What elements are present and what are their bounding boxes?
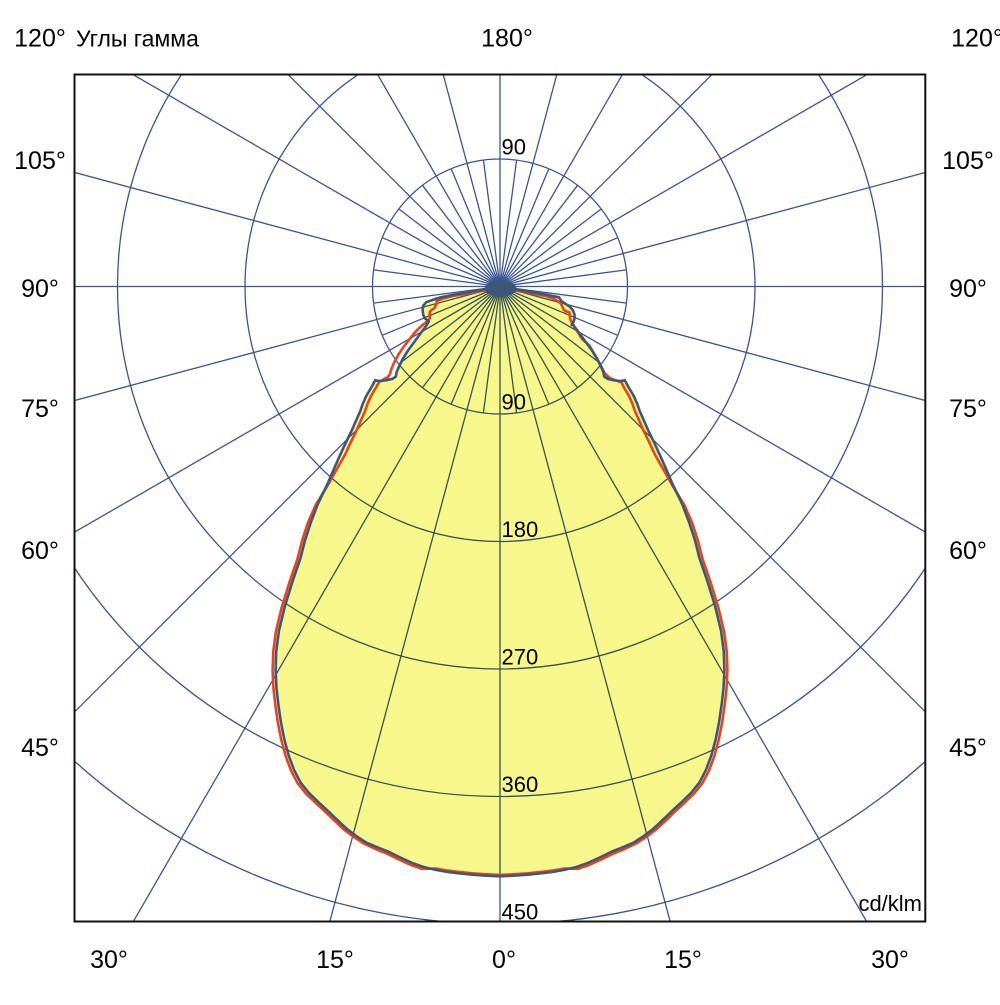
svg-text:15°: 15° <box>664 946 702 974</box>
svg-text:75°: 75° <box>949 395 987 423</box>
svg-text:90°: 90° <box>21 275 59 303</box>
svg-text:45°: 45° <box>21 734 59 762</box>
svg-text:270: 270 <box>502 645 539 670</box>
svg-text:180°: 180° <box>481 25 533 53</box>
svg-text:180: 180 <box>502 517 539 542</box>
svg-text:60°: 60° <box>949 537 987 565</box>
svg-text:0°: 0° <box>492 946 516 974</box>
svg-text:90: 90 <box>502 390 526 415</box>
svg-text:15°: 15° <box>316 946 354 974</box>
svg-text:60°: 60° <box>21 537 59 565</box>
svg-text:105°: 105° <box>14 147 66 175</box>
svg-text:Углы гамма: Углы гамма <box>76 26 199 52</box>
svg-text:120°: 120° <box>14 25 66 53</box>
svg-text:45°: 45° <box>949 734 987 762</box>
svg-text:90°: 90° <box>949 275 987 303</box>
svg-text:360: 360 <box>502 772 539 797</box>
svg-text:75°: 75° <box>21 395 59 423</box>
svg-text:450: 450 <box>502 900 539 925</box>
svg-text:120°: 120° <box>951 25 1000 53</box>
svg-text:30°: 30° <box>90 946 128 974</box>
svg-text:90: 90 <box>502 135 526 160</box>
svg-text:30°: 30° <box>871 946 909 974</box>
svg-text:105°: 105° <box>942 147 994 175</box>
svg-text:cd/klm: cd/klm <box>858 891 922 916</box>
